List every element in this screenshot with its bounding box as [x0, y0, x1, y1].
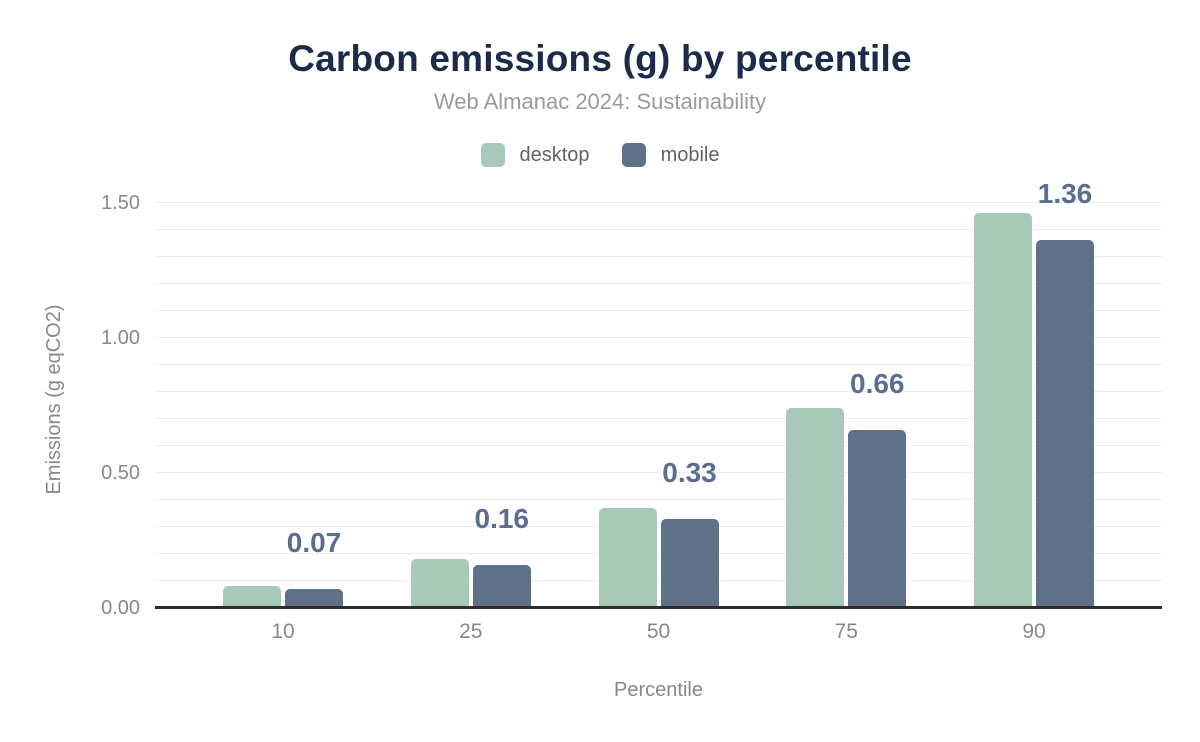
y-tick-label: 1.50 [101, 191, 140, 214]
gridline [155, 417, 1162, 419]
legend-item-mobile: mobile [621, 143, 720, 167]
plot-area: 0.07 0.16 0.33 0.66 1.36 [155, 180, 1162, 608]
bar-desktop-p10 [223, 586, 281, 608]
bar-value-label: 0.16 [474, 502, 530, 534]
gridline [155, 552, 1162, 554]
bar-value-label: 0.33 [662, 456, 717, 488]
y-axis-title: Emissions (g eqCO2) [43, 304, 65, 495]
gridline [155, 444, 1162, 446]
bar-mobile-p75 [848, 429, 907, 608]
bar-mobile-p10 [285, 589, 343, 608]
gridline [155, 201, 1162, 203]
desktop-swatch-icon [480, 143, 505, 167]
gridline [155, 390, 1162, 392]
legend-item-desktop: desktop [480, 143, 590, 167]
gridline [155, 282, 1162, 284]
bar-mobile-p50 [660, 518, 719, 608]
x-tick-label: 75 [834, 620, 858, 643]
bar-value-label: 1.36 [1037, 178, 1093, 210]
x-tick-label: 10 [271, 620, 295, 643]
y-tick-label: 1.00 [101, 326, 140, 349]
gridline [155, 471, 1162, 473]
mobile-swatch-icon [621, 143, 646, 167]
bar-mobile-p25 [472, 564, 531, 608]
legend-label-desktop: desktop [519, 143, 590, 166]
bar-mobile-p90 [1036, 240, 1094, 608]
y-tick-label: 0.00 [101, 597, 140, 619]
gridline [155, 525, 1162, 527]
x-axis-line [155, 606, 1162, 609]
gridline [155, 363, 1162, 365]
gridline [155, 309, 1162, 311]
chart-subtitle: Web Almanac 2024: Sustainability [433, 89, 767, 114]
bar-value-label: 0.66 [850, 367, 905, 399]
gridline [155, 336, 1162, 338]
x-tick-label: 25 [459, 620, 483, 643]
y-tick-label: 0.50 [101, 461, 140, 484]
x-tick-label: 90 [1022, 620, 1046, 643]
x-tick-label: 50 [646, 620, 671, 643]
gridline [155, 579, 1162, 581]
bar-value-label: 0.07 [286, 527, 342, 559]
x-axis-title: Percentile [614, 679, 703, 701]
chart-title: Carbon emissions (g) by percentile [288, 38, 912, 79]
legend: desktop mobile [0, 143, 1200, 167]
bar-desktop-p50 [598, 507, 657, 608]
bar-desktop-p25 [410, 559, 469, 608]
gridline [155, 228, 1162, 230]
gridline [155, 498, 1162, 500]
bar-desktop-p90 [974, 213, 1032, 608]
gridline [155, 255, 1162, 257]
legend-label-mobile: mobile [660, 143, 720, 166]
bar-desktop-p75 [786, 407, 845, 608]
